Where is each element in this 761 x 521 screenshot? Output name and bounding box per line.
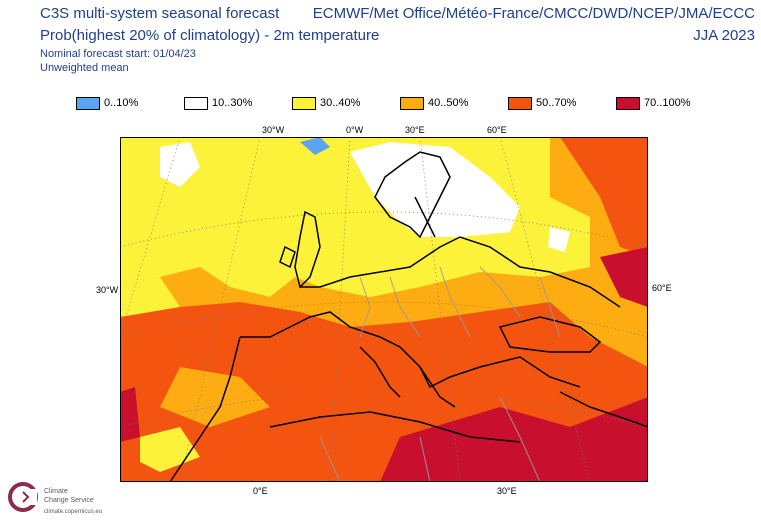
weighting-text: Unweighted mean — [40, 62, 129, 74]
c3s-logo: Climate Change Service climate.copernicu… — [6, 478, 146, 518]
legend-label: 10..30% — [212, 97, 253, 109]
season-text: JJA 2023 — [693, 27, 755, 44]
legend-label: 40..50% — [428, 97, 469, 109]
country-borders — [319, 266, 561, 482]
legend-label: 30..40% — [320, 97, 361, 109]
legend-label: 0..10% — [104, 97, 139, 109]
region-40-50-southwest — [160, 367, 270, 427]
legend-item-30-40: 30..40% — [292, 95, 360, 111]
logo-name-line2: Change Service — [44, 497, 94, 504]
region-10-30-atlantic — [160, 142, 200, 187]
legend-swatch — [400, 96, 424, 110]
legend-swatch — [508, 96, 532, 110]
top-lon-label-2: 0°W — [346, 125, 364, 135]
top-lon-label-3: 30°E — [405, 125, 425, 135]
right-lon-label: 60°E — [652, 283, 672, 293]
region-70-100-south — [380, 397, 648, 482]
legend-swatch — [616, 96, 640, 110]
legend-label: 70..100% — [644, 97, 691, 109]
title-line-2: Prob(highest 20% of climatology) - 2m te… — [40, 27, 380, 44]
logo-url: climate.copernicus.eu — [44, 509, 103, 515]
legend-item-50-70: 50..70% — [508, 95, 576, 111]
region-10-30-scandinavia — [350, 142, 520, 237]
region-70-100-east — [600, 247, 648, 307]
legend-item-40-50: 40..50% — [400, 95, 468, 111]
region-0-10-atlantic — [300, 137, 330, 155]
bottom-lon-label-1: 0°E — [253, 486, 268, 496]
legend-swatch — [184, 96, 208, 110]
title-line-1: C3S multi-system seasonal forecast — [40, 5, 280, 22]
legend-swatch — [292, 96, 316, 110]
bottom-lon-label-2: 30°E — [497, 486, 517, 496]
graticule — [120, 137, 648, 482]
legend-swatch — [76, 96, 100, 110]
systems-text: ECMWF/Met Office/Météo-France/CMCC/DWD/N… — [312, 5, 755, 22]
forecast-start-text: Nominal forecast start: 01/04/23 — [40, 48, 196, 60]
logo-name-line1: Climate — [44, 488, 68, 495]
left-lon-label: 30°W — [96, 285, 119, 295]
legend-item-70-100: 70..100% — [616, 95, 690, 111]
legend-item-10-30: 10..30% — [184, 95, 252, 111]
top-lon-label-1: 30°W — [262, 125, 285, 135]
legend-item-0-10: 0..10% — [76, 95, 138, 111]
legend: 0..10% 10..30% 30..40% 40..50% 50..70% 7… — [76, 95, 716, 111]
legend-label: 50..70% — [536, 97, 577, 109]
region-70-100-west — [120, 387, 140, 442]
region-50-70-northeast — [560, 137, 648, 257]
forecast-map — [120, 137, 648, 482]
region-10-30-russia — [548, 227, 570, 252]
map-frame — [120, 137, 648, 482]
coastlines — [169, 151, 648, 482]
copernicus-c3s-logo-icon — [8, 482, 38, 512]
top-lon-label-4: 60°E — [487, 125, 507, 135]
